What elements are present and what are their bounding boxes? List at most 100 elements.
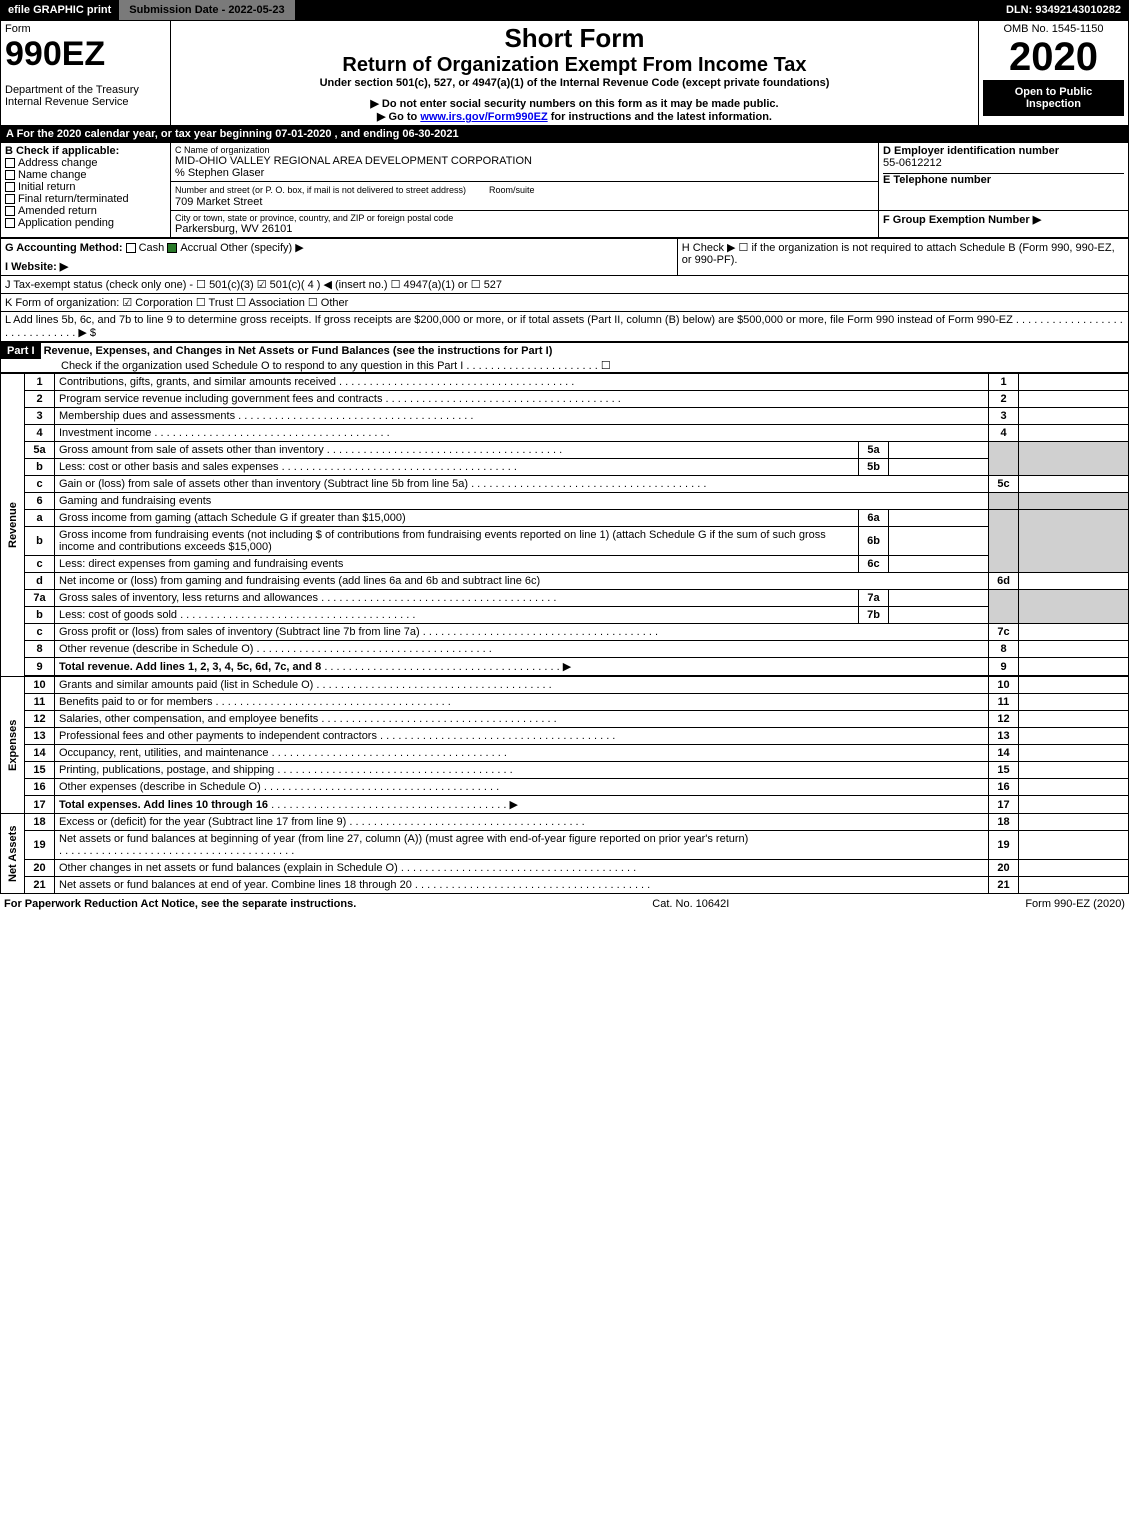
rn8: 8 [989, 641, 1019, 658]
row-a-taxyear: A For the 2020 calendar year, or tax yea… [0, 126, 1129, 142]
mn5a: 5a [859, 442, 889, 459]
l14: Occupancy, rent, utilities, and maintena… [59, 747, 269, 759]
ein: 55-0612212 [883, 157, 1124, 169]
l9: Total revenue. Add lines 1, 2, 3, 4, 5c,… [59, 661, 321, 673]
v19 [1019, 831, 1129, 860]
f-label: F Group Exemption Number ▶ [883, 213, 1124, 226]
mv7a [889, 590, 989, 607]
ln5b: b [25, 459, 55, 476]
l6b: Gross income from fundraising events (no… [55, 527, 859, 556]
l-gross-receipts: L Add lines 5b, 6c, and 7b to line 9 to … [1, 312, 1129, 342]
mv5a [889, 442, 989, 459]
ln14: 14 [25, 745, 55, 762]
rn4: 4 [989, 425, 1019, 442]
cb-final-return[interactable] [5, 194, 15, 204]
v20 [1019, 860, 1129, 877]
l20: Other changes in net assets or fund bala… [59, 862, 398, 874]
mn6a: 6a [859, 510, 889, 527]
efile-label[interactable]: efile GRAPHIC print [0, 0, 119, 20]
rn3: 3 [989, 408, 1019, 425]
rn11: 11 [989, 694, 1019, 711]
rn1: 1 [989, 374, 1019, 391]
l6c: Less: direct expenses from gaming and fu… [55, 556, 859, 573]
note-ssn: ▶ Do not enter social security numbers o… [175, 97, 974, 110]
v16 [1019, 779, 1129, 796]
l1: Contributions, gifts, grants, and simila… [59, 376, 336, 388]
street: 709 Market Street [175, 196, 874, 208]
rn20: 20 [989, 860, 1019, 877]
v2 [1019, 391, 1129, 408]
org-name: MID-OHIO VALLEY REGIONAL AREA DEVELOPMEN… [175, 155, 874, 167]
rn6d: 6d [989, 573, 1019, 590]
rn9: 9 [989, 658, 1019, 676]
subtitle: Under section 501(c), 527, or 4947(a)(1)… [175, 77, 974, 89]
l11: Benefits paid to or for members [59, 696, 212, 708]
cb2-label: Name change [18, 169, 87, 181]
ln16: 16 [25, 779, 55, 796]
part1-title: Revenue, Expenses, and Changes in Net As… [44, 345, 553, 357]
irs-link[interactable]: www.irs.gov/Form990EZ [420, 111, 547, 123]
mv6c [889, 556, 989, 573]
v10 [1019, 677, 1129, 694]
v17 [1019, 796, 1129, 814]
cb-address-change[interactable] [5, 158, 15, 168]
l13: Professional fees and other payments to … [59, 730, 377, 742]
part1-check: Check if the organization used Schedule … [1, 359, 1128, 372]
city: Parkersburg, WV 26101 [175, 223, 874, 235]
v6d [1019, 573, 1129, 590]
dln-label: DLN: 93492143010282 [998, 0, 1129, 20]
cb-accrual[interactable] [167, 243, 177, 253]
note-goto-post: for instructions and the latest informat… [548, 111, 772, 123]
ln7c: c [25, 624, 55, 641]
cb-initial-return[interactable] [5, 182, 15, 192]
cb-amended[interactable] [5, 206, 15, 216]
cb3-label: Initial return [18, 181, 75, 193]
l7a: Gross sales of inventory, less returns a… [59, 592, 318, 604]
rn10: 10 [989, 677, 1019, 694]
ln10: 10 [25, 677, 55, 694]
mn7a: 7a [859, 590, 889, 607]
e-label: E Telephone number [883, 173, 1124, 186]
rn5c: 5c [989, 476, 1019, 493]
street-label: Number and street (or P. O. box, if mail… [175, 185, 466, 195]
form-number: 990EZ [5, 35, 166, 74]
h-schedule-b: H Check ▶ ☐ if the organization is not r… [677, 239, 1128, 276]
i-website: I Website: ▶ [5, 260, 673, 273]
l6d: Net income or (loss) from gaming and fun… [59, 575, 540, 587]
cb4-label: Final return/terminated [18, 193, 129, 205]
l15: Printing, publications, postage, and shi… [59, 764, 274, 776]
v15 [1019, 762, 1129, 779]
l5c: Gain or (loss) from sale of assets other… [59, 478, 468, 490]
cb-cash[interactable] [126, 243, 136, 253]
tax-year: 2020 [983, 35, 1124, 80]
l19: Net assets or fund balances at beginning… [59, 833, 748, 845]
ln7a: 7a [25, 590, 55, 607]
l6: Gaming and fundraising events [55, 493, 989, 510]
cb-application-pending[interactable] [5, 218, 15, 228]
irs-label: Internal Revenue Service [5, 96, 166, 108]
ln9: 9 [25, 658, 55, 676]
form-label: Form [5, 23, 166, 35]
ln6d: d [25, 573, 55, 590]
omb-number: OMB No. 1545-1150 [983, 23, 1124, 35]
l10: Grants and similar amounts paid (list in… [59, 679, 313, 691]
footer-mid: Cat. No. 10642I [652, 898, 729, 910]
l5b: Less: cost or other basis and sales expe… [59, 461, 279, 473]
expenses-rotated: Expenses [1, 677, 25, 814]
rn12: 12 [989, 711, 1019, 728]
rn21: 21 [989, 877, 1019, 894]
ln18: 18 [25, 814, 55, 831]
rn13: 13 [989, 728, 1019, 745]
cb5-label: Amended return [18, 205, 97, 217]
l12: Salaries, other compensation, and employ… [59, 713, 318, 725]
revenue-rotated: Revenue [1, 374, 25, 677]
cb6-label: Application pending [18, 217, 114, 229]
open-public: Open to Public Inspection [983, 80, 1124, 116]
mn6c: 6c [859, 556, 889, 573]
d-label: D Employer identification number [883, 145, 1124, 157]
k-form-org: K Form of organization: ☑ Corporation ☐ … [1, 294, 1129, 312]
netassets-rotated: Net Assets [1, 814, 25, 894]
l3: Membership dues and assessments [59, 410, 235, 422]
ln8: 8 [25, 641, 55, 658]
cb-name-change[interactable] [5, 170, 15, 180]
